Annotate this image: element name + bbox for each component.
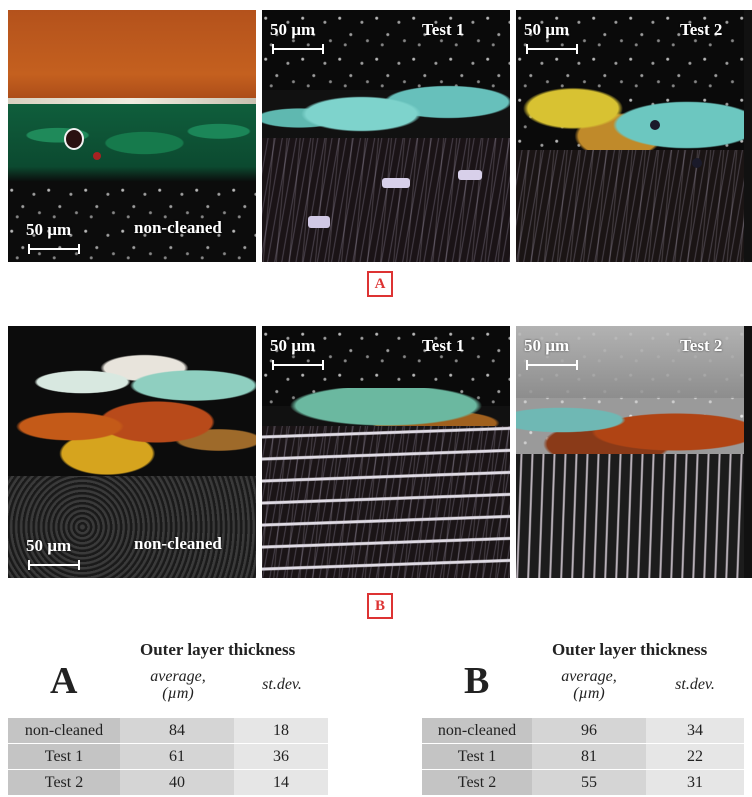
row-average: 61 [120, 744, 234, 769]
micrograph-b-noncleaned: 50 µm non-cleaned [8, 326, 256, 578]
panel-letter-a: A [367, 271, 393, 297]
row-average: 40 [120, 770, 234, 795]
row-name: Test 2 [8, 770, 120, 795]
row-average: 96 [532, 718, 646, 743]
sample-label: non-cleaned [134, 534, 222, 553]
row-stdev: 36 [234, 744, 328, 769]
scale-label: 50 µm [270, 20, 316, 39]
scale-bar [28, 244, 80, 254]
sample-label: Test 1 [422, 20, 465, 39]
sample-label: Test 2 [680, 336, 723, 355]
sample-label: Test 2 [680, 20, 723, 39]
row-name: Test 2 [422, 770, 532, 795]
column-header-average: average, (µm) [561, 668, 617, 702]
table-b: B Outer layer thickness average, (µm) st.… [422, 632, 744, 797]
column-header-stdev: st.dev. [262, 676, 302, 693]
row-stdev: 31 [646, 770, 744, 795]
table-letter: B [464, 660, 490, 702]
row-stdev: 14 [234, 770, 328, 795]
sample-label: Test 1 [422, 336, 465, 355]
row-stdev: 22 [646, 744, 744, 769]
scale-label: 50 µm [524, 20, 570, 39]
scale-label: 50 µm [26, 220, 72, 239]
scale-label: 50 µm [524, 336, 570, 355]
panel-letter-b: B [367, 593, 393, 619]
row-stdev: 18 [234, 718, 328, 743]
row-average: 55 [532, 770, 646, 795]
micrograph-a-test1: 50 µm Test 1 [262, 10, 510, 262]
scale-bar [272, 44, 324, 54]
micrograph-a-test2: 50 µm Test 2 [516, 10, 752, 262]
micrograph-b-test1: 50 µm Test 1 [262, 326, 510, 578]
table-letter: A [50, 660, 78, 702]
table-title: Outer layer thickness [552, 640, 708, 659]
column-header-stdev: st.dev. [675, 676, 715, 693]
scale-bar [272, 360, 324, 370]
scale-label: 50 µm [26, 536, 72, 555]
row-average: 81 [532, 744, 646, 769]
scale-bar [526, 360, 578, 370]
row-name: non-cleaned [8, 718, 120, 743]
table-title: Outer layer thickness [140, 640, 296, 659]
row-name: Test 1 [8, 744, 120, 769]
micrograph-a-noncleaned: 50 µm non-cleaned [8, 10, 256, 262]
sample-label: non-cleaned [134, 218, 222, 237]
scale-bar [28, 560, 80, 570]
row-name: Test 1 [422, 744, 532, 769]
row-average: 84 [120, 718, 234, 743]
micrograph-b-test2: 50 µm Test 2 [516, 326, 752, 578]
column-header-average: average, (µm) [150, 668, 206, 702]
table-a: A Outer layer thickness average, (µm) st.… [8, 632, 328, 797]
row-stdev: 34 [646, 718, 744, 743]
scale-bar [526, 44, 578, 54]
scale-label: 50 µm [270, 336, 316, 355]
row-name: non-cleaned [422, 718, 532, 743]
